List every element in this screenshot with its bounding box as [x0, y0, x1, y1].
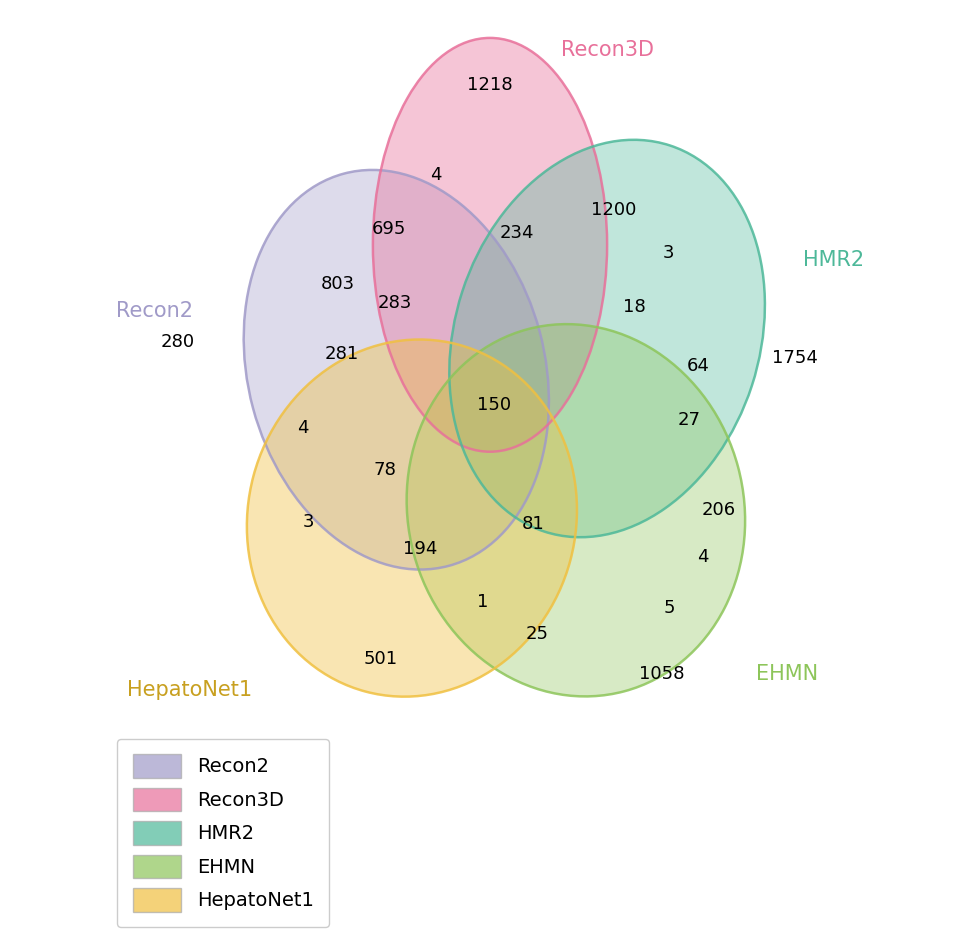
- Text: 1218: 1218: [467, 75, 513, 94]
- Text: EHMN: EHMN: [756, 664, 817, 684]
- Text: 3: 3: [662, 244, 674, 261]
- Ellipse shape: [244, 170, 549, 569]
- Text: Recon3D: Recon3D: [561, 40, 654, 60]
- Legend: Recon2, Recon3D, HMR2, EHMN, HepatoNet1: Recon2, Recon3D, HMR2, EHMN, HepatoNet1: [118, 738, 329, 927]
- Text: 18: 18: [623, 299, 646, 316]
- Text: 695: 695: [371, 220, 406, 238]
- Text: 4: 4: [297, 419, 309, 437]
- Text: Recon2: Recon2: [116, 301, 193, 321]
- Text: 803: 803: [320, 275, 355, 293]
- Text: 4: 4: [429, 166, 441, 183]
- Text: 281: 281: [324, 345, 359, 363]
- Text: 194: 194: [403, 540, 437, 558]
- Text: 234: 234: [500, 224, 534, 242]
- Text: 4: 4: [697, 548, 709, 566]
- Text: 64: 64: [687, 357, 710, 375]
- Text: 1754: 1754: [771, 349, 817, 367]
- Ellipse shape: [247, 339, 577, 697]
- Text: 27: 27: [677, 411, 701, 430]
- Text: 1200: 1200: [591, 201, 636, 219]
- Text: 280: 280: [161, 334, 195, 352]
- Text: 206: 206: [702, 501, 736, 519]
- Text: HMR2: HMR2: [803, 250, 864, 271]
- Text: 81: 81: [521, 515, 544, 533]
- Text: 150: 150: [477, 396, 511, 414]
- Ellipse shape: [407, 325, 745, 697]
- Ellipse shape: [372, 38, 608, 452]
- Text: 1058: 1058: [639, 665, 684, 684]
- Text: 25: 25: [525, 625, 549, 643]
- Text: 1: 1: [476, 593, 488, 611]
- Text: 501: 501: [364, 650, 398, 668]
- Text: 283: 283: [377, 295, 412, 312]
- Text: 78: 78: [373, 460, 396, 479]
- Text: 3: 3: [303, 513, 315, 531]
- Ellipse shape: [449, 140, 765, 538]
- Text: 5: 5: [663, 599, 675, 617]
- Text: HepatoNet1: HepatoNet1: [126, 680, 252, 700]
